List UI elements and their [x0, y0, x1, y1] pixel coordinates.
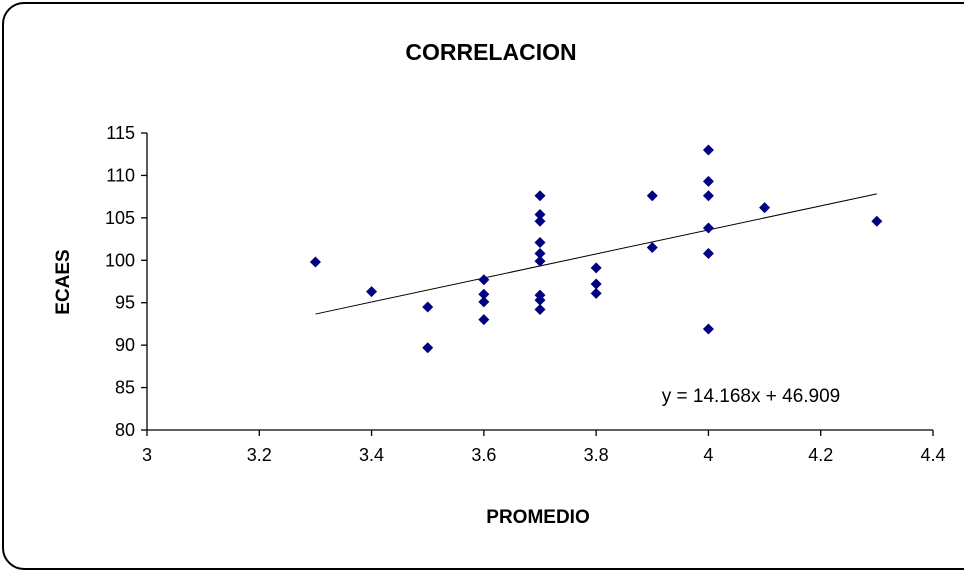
x-tick-label: 4.2 — [808, 445, 833, 465]
x-tick-label: 4 — [703, 445, 713, 465]
y-tick-label: 115 — [106, 123, 135, 143]
data-point — [534, 247, 546, 259]
trendline-equation: y = 14.168x + 46.909 — [662, 386, 841, 407]
data-point — [646, 242, 658, 254]
x-axis-ticks: 3 3.2 3.4 3.6 3.8 4 4.2 4.4 — [142, 430, 946, 465]
data-point — [590, 287, 602, 299]
x-tick-label: 3 — [142, 445, 152, 465]
y-tick-label: 110 — [106, 165, 135, 185]
y-axis-title: ECAES — [53, 249, 74, 314]
data-point — [534, 190, 546, 202]
data-point — [702, 222, 714, 234]
data-point — [534, 215, 546, 227]
x-tick-label: 4.4 — [920, 445, 945, 465]
data-point — [534, 236, 546, 248]
data-point — [702, 247, 714, 259]
scatter-chart: CORRELACION PROMEDIO ECAES 80 85 90 95 100 10… — [53, 39, 946, 528]
data-point — [759, 202, 771, 214]
data-point — [702, 144, 714, 156]
data-point — [590, 278, 602, 290]
data-point — [478, 288, 490, 300]
data-point — [366, 286, 378, 298]
data-point — [478, 274, 490, 286]
data-point — [534, 255, 546, 267]
data-point — [478, 296, 490, 308]
data-point — [646, 190, 658, 202]
data-point — [534, 208, 546, 220]
y-tick-label: 105 — [105, 208, 135, 228]
x-tick-label: 3.6 — [471, 445, 496, 465]
y-tick-label: 90 — [115, 335, 135, 355]
data-point — [422, 301, 434, 313]
data-point — [422, 342, 434, 354]
y-tick-label: 100 — [105, 250, 135, 270]
data-point — [590, 262, 602, 274]
trendline — [315, 193, 877, 315]
x-tick-label: 3.8 — [584, 445, 609, 465]
data-point — [478, 314, 490, 326]
data-point — [871, 215, 883, 227]
y-axis-ticks: 80 85 90 95 100 105 110 115 — [105, 123, 147, 440]
x-tick-label: 3.4 — [359, 445, 384, 465]
data-points — [309, 144, 883, 354]
data-point — [309, 256, 321, 268]
data-point — [702, 323, 714, 335]
data-point — [702, 175, 714, 187]
data-point — [534, 294, 546, 306]
x-axis-title: PROMEDIO — [486, 507, 589, 528]
y-tick-label: 80 — [115, 420, 135, 440]
y-tick-label: 95 — [115, 293, 135, 313]
data-point — [702, 190, 714, 202]
data-point — [534, 304, 546, 316]
y-tick-label: 85 — [115, 378, 135, 398]
chart-title: CORRELACION — [405, 39, 576, 65]
x-tick-label: 3.2 — [247, 445, 272, 465]
